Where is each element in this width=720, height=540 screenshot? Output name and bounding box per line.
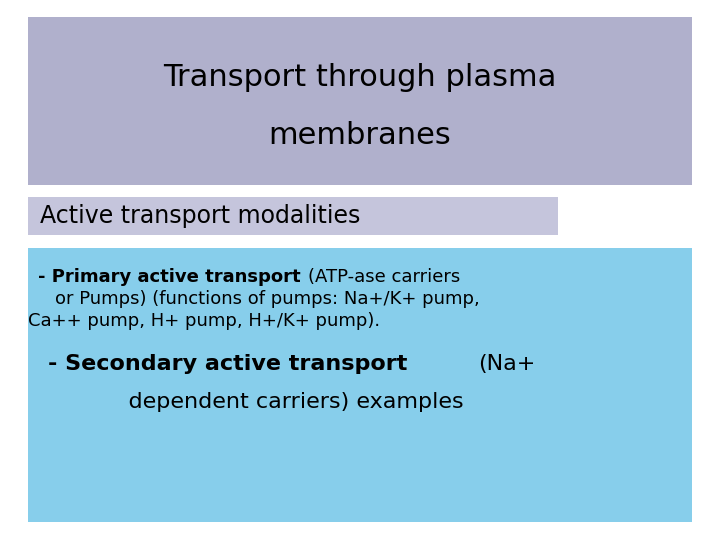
Bar: [28, 197, 558, 235]
Text: - Primary active transport: - Primary active transport: [38, 268, 307, 286]
Text: dependent carriers) examples: dependent carriers) examples: [100, 392, 464, 412]
Text: or Pumps) (functions of pumps: Na+/K+ pump,: or Pumps) (functions of pumps: Na+/K+ pu…: [55, 290, 480, 308]
Text: - Secondary active transport: - Secondary active transport: [48, 354, 415, 374]
Bar: [28, 248, 692, 522]
Bar: [28, 17, 692, 185]
Text: (ATP-ase carriers: (ATP-ase carriers: [308, 268, 460, 286]
Text: Active transport modalities: Active transport modalities: [40, 204, 361, 228]
Text: Ca++ pump, H+ pump, H+/K+ pump).: Ca++ pump, H+ pump, H+/K+ pump).: [28, 312, 380, 330]
Text: membranes: membranes: [269, 120, 451, 150]
Text: Transport through plasma: Transport through plasma: [163, 64, 557, 92]
Text: (Na+: (Na+: [478, 354, 536, 374]
